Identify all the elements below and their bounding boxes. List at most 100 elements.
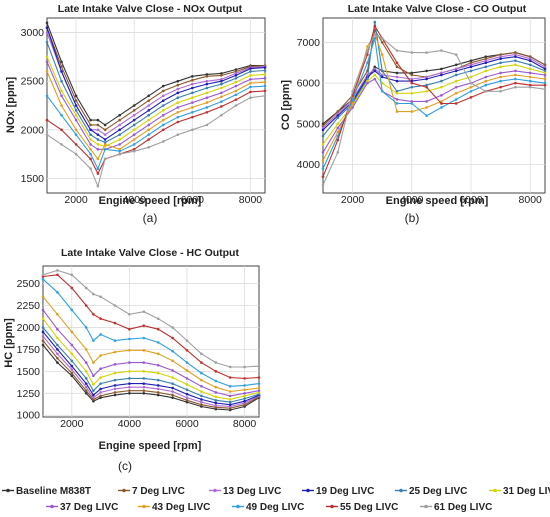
data-point [205,91,209,95]
data-point [142,348,146,352]
data-point [103,138,107,141]
data-point [161,109,165,112]
data-point [425,69,428,73]
data-point [336,122,340,126]
data-point [70,330,74,334]
data-point [373,24,377,28]
data-point [118,113,121,117]
data-point [142,310,146,313]
data-point [366,77,369,81]
data-point [176,96,180,100]
data-point [41,339,45,342]
data-point [514,85,517,89]
data-point [395,49,399,52]
data-point [249,67,252,70]
data-point [113,378,117,382]
data-point [220,113,223,117]
data-point [395,89,399,93]
data-point [200,384,203,388]
data-point [200,403,203,407]
data-point [70,371,74,375]
data-point [499,61,502,65]
data-point [200,352,203,356]
data-point [147,118,151,122]
legend-label: 19 Deg LIVC [316,486,374,497]
data-point [185,388,189,392]
y-axis-label: CO [ppm] [280,80,292,130]
data-point [528,59,532,63]
data-point [321,151,325,154]
data-point [96,133,100,136]
data-point [543,73,547,77]
nox-chart: 2000 4000 6000 8000 1500 2000 2500 3000 Late Int… [5,3,267,225]
legend-item: 55 Deg LIVC [326,502,398,513]
data-point [220,95,223,99]
data-point [440,94,443,97]
data-point [96,143,100,146]
data-point [74,118,78,122]
data-point [142,370,146,373]
data-point [484,55,488,58]
data-point [99,382,102,385]
x-tick-label: 6000 [459,194,483,206]
data-point [484,89,488,93]
data-point [351,89,354,93]
data-point [92,383,95,386]
data-point [214,379,218,383]
data-point [113,391,117,394]
data-point [70,343,74,347]
data-point [200,390,203,393]
data-point [191,82,194,86]
data-point [528,67,532,71]
data-point [514,69,517,73]
legend-label: Baseline M838T [16,486,91,497]
chart-title: Late Intake Valve Close - HC Output [61,247,239,259]
data-point [499,85,502,89]
data-point [113,339,117,342]
data-point [118,147,121,151]
data-point [96,157,100,161]
data-point [161,128,165,132]
data-point [410,81,414,85]
data-point [514,51,517,54]
x-tick-label: 2000 [64,194,88,206]
data-point [220,86,223,90]
data-point [263,80,267,84]
data-point [103,128,107,132]
data-point [176,91,180,95]
data-point [395,61,399,65]
data-point [99,391,102,394]
data-point [99,317,102,320]
data-point [380,73,384,77]
data-point [99,333,102,336]
data-point [528,71,532,75]
data-point [132,104,136,107]
data-point [185,377,189,380]
data-point [373,77,377,81]
data-point [395,91,399,95]
data-point [103,147,107,151]
data-point [99,295,102,299]
data-point [171,336,174,340]
data-point [191,86,194,90]
data-point [234,98,238,101]
data-point [92,393,95,397]
data-point [84,361,88,364]
data-point [132,128,136,132]
data-point [171,326,174,329]
data-point [454,63,458,67]
data-point [45,70,49,73]
data-point [45,118,49,122]
data-point [410,85,414,89]
data-point [89,118,92,122]
data-point [147,109,151,112]
data-point [96,172,100,175]
data-point [366,79,369,83]
data-point [84,326,88,329]
data-point [321,124,325,128]
data-point [84,348,88,351]
data-point [205,82,209,86]
data-point [366,49,369,52]
data-point [234,104,238,107]
data-point [128,382,131,385]
